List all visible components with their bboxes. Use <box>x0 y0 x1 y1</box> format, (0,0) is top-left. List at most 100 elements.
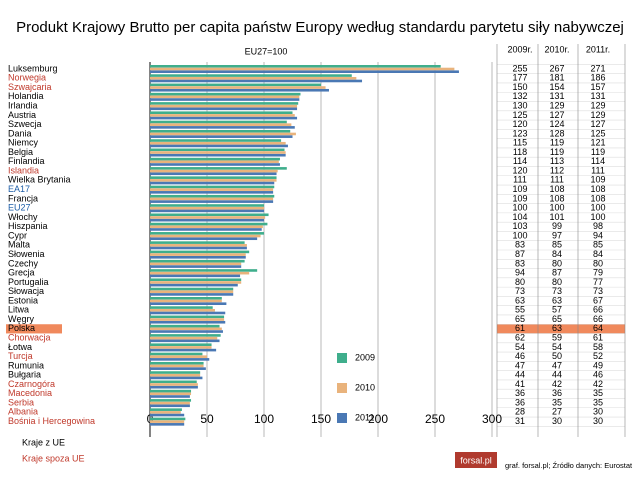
table-value: 129 <box>590 110 605 120</box>
category-label: Szwajcaria <box>8 82 52 92</box>
x-tick-label: 100 <box>254 412 274 426</box>
table-value: 131 <box>549 91 564 101</box>
x-tick-label: 200 <box>368 412 388 426</box>
bar <box>150 246 247 250</box>
bar <box>150 132 296 136</box>
table-value: 120 <box>512 165 527 175</box>
table-value: 85 <box>552 240 562 250</box>
table-value: 115 <box>513 138 527 148</box>
table-value: 58 <box>593 342 603 352</box>
category-label: Portugalia <box>8 277 49 287</box>
bar <box>150 228 262 231</box>
bar <box>150 148 285 152</box>
table-value: 109 <box>512 193 527 203</box>
legend-note: Kraje z UE <box>22 437 65 447</box>
category-label: Belgia <box>8 147 33 157</box>
category-label: Włochy <box>8 212 38 222</box>
bar <box>150 65 441 68</box>
table-value: 84 <box>593 249 603 259</box>
bar <box>150 167 287 170</box>
table-value: 109 <box>590 175 605 185</box>
bar <box>150 188 274 191</box>
table-value: 271 <box>590 63 605 73</box>
table-value: 87 <box>515 249 525 259</box>
bar <box>150 123 292 126</box>
table-value: 125 <box>512 110 527 120</box>
bar <box>150 283 238 287</box>
bar <box>150 346 212 349</box>
table-value: 129 <box>590 100 605 110</box>
table-value: 35 <box>552 397 562 407</box>
bar <box>150 135 293 138</box>
bar <box>150 197 274 201</box>
table-value: 36 <box>552 388 562 398</box>
table-value: 27 <box>552 407 562 417</box>
bar <box>150 311 226 315</box>
table-value: 100 <box>549 203 564 213</box>
table-value: 41 <box>515 379 525 389</box>
category-label: Czarnogóra <box>8 379 55 389</box>
bar <box>150 209 264 213</box>
table-value: 128 <box>549 128 564 138</box>
bar <box>150 92 301 96</box>
bar <box>150 330 223 333</box>
bar <box>150 139 282 142</box>
logo-box <box>455 452 497 468</box>
table-value: 85 <box>593 240 603 250</box>
table-value: 80 <box>552 258 562 268</box>
table-value: 73 <box>515 286 525 296</box>
bar <box>150 265 242 268</box>
category-label: Polska <box>8 323 35 333</box>
table-value: 267 <box>549 63 564 73</box>
chart-title: Produkt Krajowy Brutto per capita państw… <box>16 19 624 36</box>
bar <box>150 185 275 189</box>
bar <box>150 120 287 124</box>
bar <box>150 200 274 203</box>
category-label: EU27 <box>8 203 31 213</box>
table-value: 94 <box>593 230 603 240</box>
table-value: 100 <box>512 203 527 213</box>
table-value: 28 <box>515 407 525 417</box>
bar <box>150 76 357 80</box>
category-label: Łotwa <box>8 342 32 352</box>
category-label: EA17 <box>8 184 30 194</box>
bar <box>150 373 201 377</box>
table-value: 63 <box>552 295 562 305</box>
table-value: 109 <box>512 184 527 194</box>
x-tick-label: 250 <box>425 412 445 426</box>
bar <box>150 241 245 244</box>
table-value: 119 <box>550 138 564 148</box>
bar <box>150 114 295 117</box>
bar <box>150 74 352 77</box>
bar <box>150 339 220 343</box>
table-value: 108 <box>590 184 605 194</box>
bar <box>150 358 210 361</box>
table-value: 42 <box>552 379 562 389</box>
bar <box>150 234 261 238</box>
table-value: 55 <box>515 305 525 315</box>
bar <box>150 83 321 87</box>
bar <box>150 395 190 398</box>
bar <box>150 116 298 120</box>
table-value: 127 <box>549 110 564 120</box>
bar <box>150 194 275 198</box>
table-value: 30 <box>552 416 562 426</box>
bar <box>150 355 207 358</box>
table-value: 121 <box>590 138 605 148</box>
table-value: 50 <box>552 351 562 361</box>
bar <box>150 163 280 166</box>
bar <box>150 299 222 303</box>
bar <box>150 141 286 145</box>
bar <box>150 206 264 210</box>
bar <box>150 413 185 417</box>
table-value: 44 <box>552 370 562 380</box>
bar <box>150 411 181 414</box>
category-label: Austria <box>8 110 36 120</box>
table-value: 186 <box>590 73 605 83</box>
table-value: 181 <box>549 73 564 83</box>
category-label: Wielka Brytania <box>8 175 71 185</box>
bar <box>150 253 246 256</box>
category-label: Węgry <box>8 314 35 324</box>
table-value: 111 <box>513 175 527 185</box>
table-value: 108 <box>590 193 605 203</box>
